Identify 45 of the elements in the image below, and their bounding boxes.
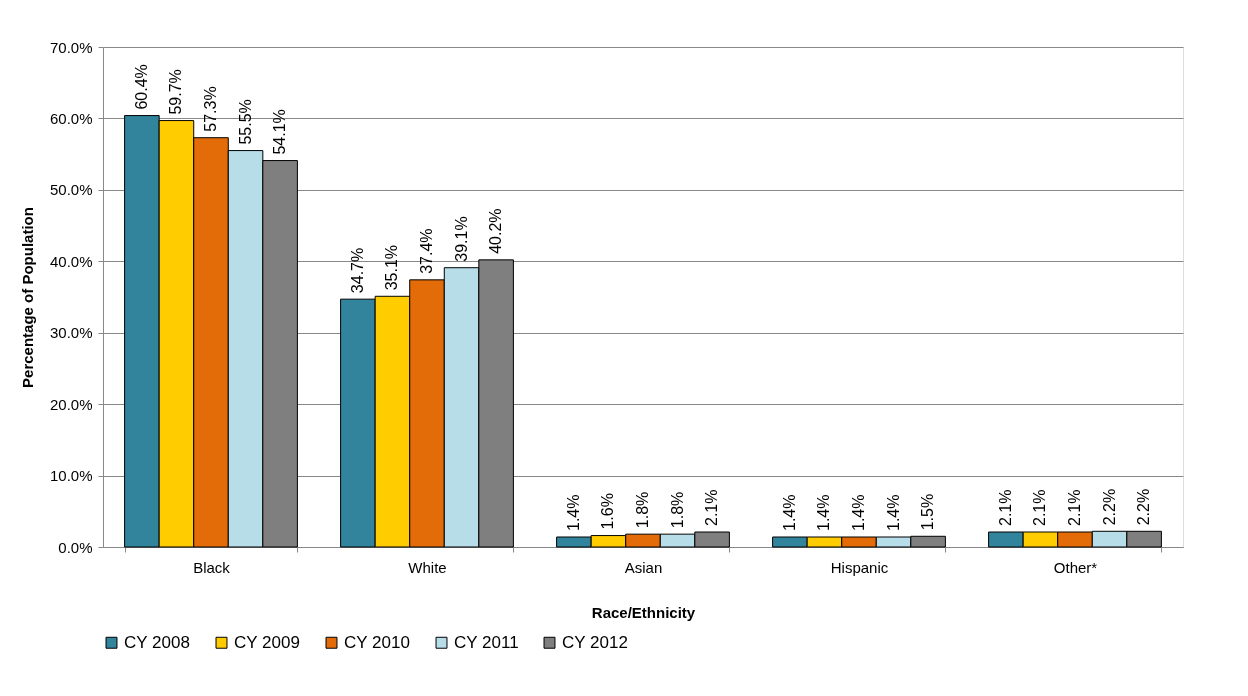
data-label: 1.6% xyxy=(599,493,617,530)
data-label: 2.1% xyxy=(1066,489,1083,526)
data-label: 60.4% xyxy=(132,64,150,110)
data-label: 2.2% xyxy=(1135,488,1153,526)
x-tick-label: White xyxy=(408,558,447,576)
data-label: 1.4% xyxy=(850,494,867,531)
data-label: 35.1% xyxy=(383,244,401,291)
y-tick-label: 20.0% xyxy=(49,395,93,413)
legend-label: CY 2012 xyxy=(562,632,628,652)
data-label: 34.7% xyxy=(348,247,366,294)
data-label: 55.5% xyxy=(236,99,254,145)
data-label: 1.5% xyxy=(919,493,937,531)
data-label: 37.4% xyxy=(418,228,435,274)
y-tick-label: 40.0% xyxy=(49,252,93,270)
data-label: 57.3% xyxy=(202,86,219,132)
data-label: 2.2% xyxy=(1100,488,1118,526)
data-label: 2.1% xyxy=(703,489,721,526)
legend-label: CY 2010 xyxy=(344,632,410,652)
data-label: 1.4% xyxy=(564,494,582,531)
data-label: 1.8% xyxy=(634,491,651,529)
y-axis-title: Percentage of Population xyxy=(18,207,36,388)
data-label: 39.1% xyxy=(452,216,470,262)
y-tick-label: 70.0% xyxy=(49,38,93,56)
y-tick-label: 60.0% xyxy=(49,109,93,127)
data-label: 1.4% xyxy=(815,494,833,531)
x-tick-label: Hispanic xyxy=(830,558,889,576)
legend-label: CY 2009 xyxy=(234,632,300,652)
legend-label: CY 2011 xyxy=(454,632,519,652)
data-label: 1.4% xyxy=(780,494,798,531)
data-label: 59.7% xyxy=(167,69,185,115)
legend-label: CY 2008 xyxy=(124,632,190,652)
data-label: 54.1% xyxy=(271,109,289,155)
x-axis-title: Race/Ethnicity xyxy=(591,603,696,621)
y-tick-label: 0.0% xyxy=(58,538,93,556)
x-tick-label: Other* xyxy=(1053,558,1098,576)
data-label: 40.2% xyxy=(487,208,505,254)
data-label: 2.1% xyxy=(996,489,1014,526)
data-label: 1.4% xyxy=(884,494,902,531)
x-tick-label: Black xyxy=(193,558,231,576)
data-label: 1.8% xyxy=(668,491,686,529)
data-label: 2.1% xyxy=(1031,489,1049,526)
y-tick-label: 30.0% xyxy=(49,324,93,342)
x-tick-label: Asian xyxy=(624,558,663,576)
y-tick-label: 50.0% xyxy=(49,181,93,199)
y-tick-label: 10.0% xyxy=(49,467,93,485)
